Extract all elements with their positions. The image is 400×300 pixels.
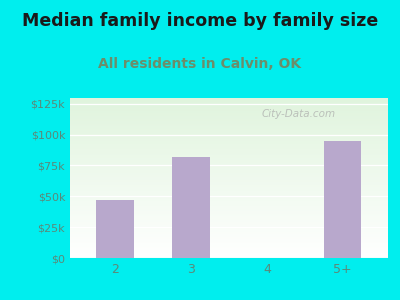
- Bar: [172, 157, 210, 258]
- Bar: [324, 141, 362, 258]
- Bar: [96, 200, 134, 258]
- Text: Median family income by family size: Median family income by family size: [22, 12, 378, 30]
- Text: City-Data.com: City-Data.com: [262, 109, 336, 119]
- Text: All residents in Calvin, OK: All residents in Calvin, OK: [98, 57, 302, 71]
